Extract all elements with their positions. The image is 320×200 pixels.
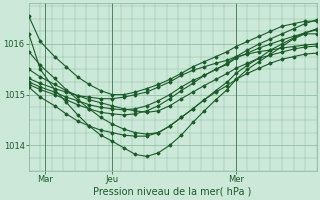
X-axis label: Pression niveau de la mer( hPa ): Pression niveau de la mer( hPa ) <box>93 187 252 197</box>
